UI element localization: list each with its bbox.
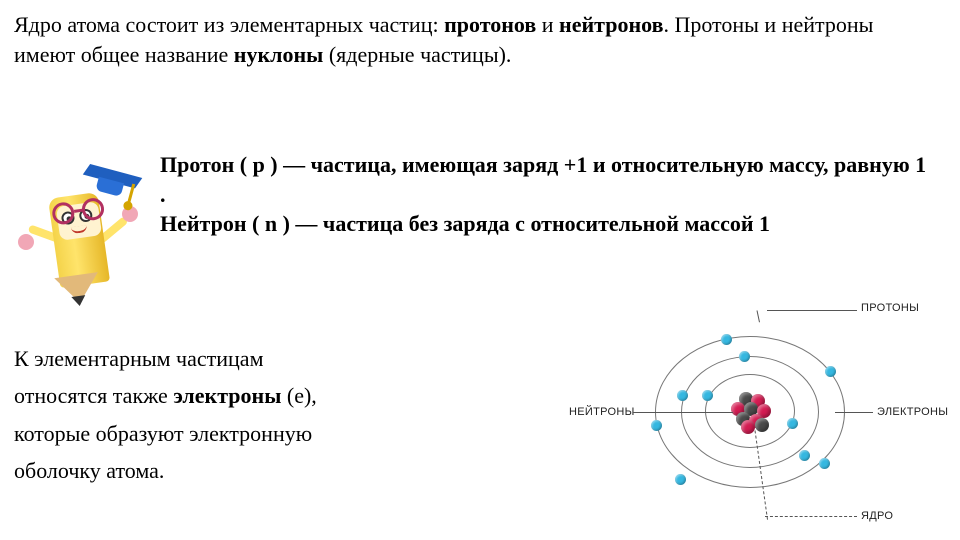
intro-paragraph: Ядро атома состоит из элементарных части… [14, 10, 934, 69]
text: (е), [281, 383, 316, 408]
text: (ядерные частицы). [323, 42, 511, 67]
atom-diagram: ПРОТОНЫ НЕЙТРОНЫ ЭЛЕКТРОНЫ ЯДРО [565, 290, 945, 540]
label-protons: ПРОТОНЫ [861, 302, 919, 314]
definitions-block: Протон ( p ) — частица, имеющая заряд +1… [160, 150, 930, 239]
text: которые образуют электронную [14, 421, 312, 446]
electron-particle [702, 390, 713, 401]
label-nucleus: ЯДРО [861, 510, 893, 522]
electrons-paragraph: К элементарным частицам относятся также … [14, 340, 554, 490]
electron-particle [799, 450, 810, 461]
definition-proton: Протон ( p ) — частица, имеющая заряд +1… [160, 152, 926, 207]
electron-particle [819, 458, 830, 469]
term-protons: протонов [444, 12, 536, 37]
lead-line [835, 412, 873, 413]
text: и [536, 12, 559, 37]
lead-line [633, 412, 733, 413]
electron-particle [651, 420, 662, 431]
text: Ядро атома состоит из элементарных части… [14, 12, 444, 37]
proton-particle [741, 420, 755, 434]
electron-particle [721, 334, 732, 345]
electron-particle [787, 418, 798, 429]
lead-line [767, 310, 857, 311]
definition-neutron: Нейтрон ( n ) — частица без заряда с отн… [160, 211, 770, 236]
pencil-mascot-icon [14, 150, 154, 320]
term-neutrons: нейтронов [559, 12, 663, 37]
electron-particle [675, 474, 686, 485]
electron-particle [739, 351, 750, 362]
text: относятся также [14, 383, 173, 408]
nucleus [731, 392, 771, 432]
text: оболочку атома. [14, 458, 164, 483]
label-electrons: ЭЛЕКТРОНЫ [877, 406, 948, 418]
text: К элементарным частицам [14, 346, 264, 371]
label-neutrons: НЕЙТРОНЫ [569, 406, 635, 418]
electron-particle [677, 390, 688, 401]
term-electrons: электроны [173, 383, 281, 408]
lead-line-dashed [765, 516, 857, 517]
lead-line [757, 310, 760, 322]
electron-particle [825, 366, 836, 377]
neutron-particle [755, 418, 769, 432]
term-nucleons: нуклоны [234, 42, 324, 67]
